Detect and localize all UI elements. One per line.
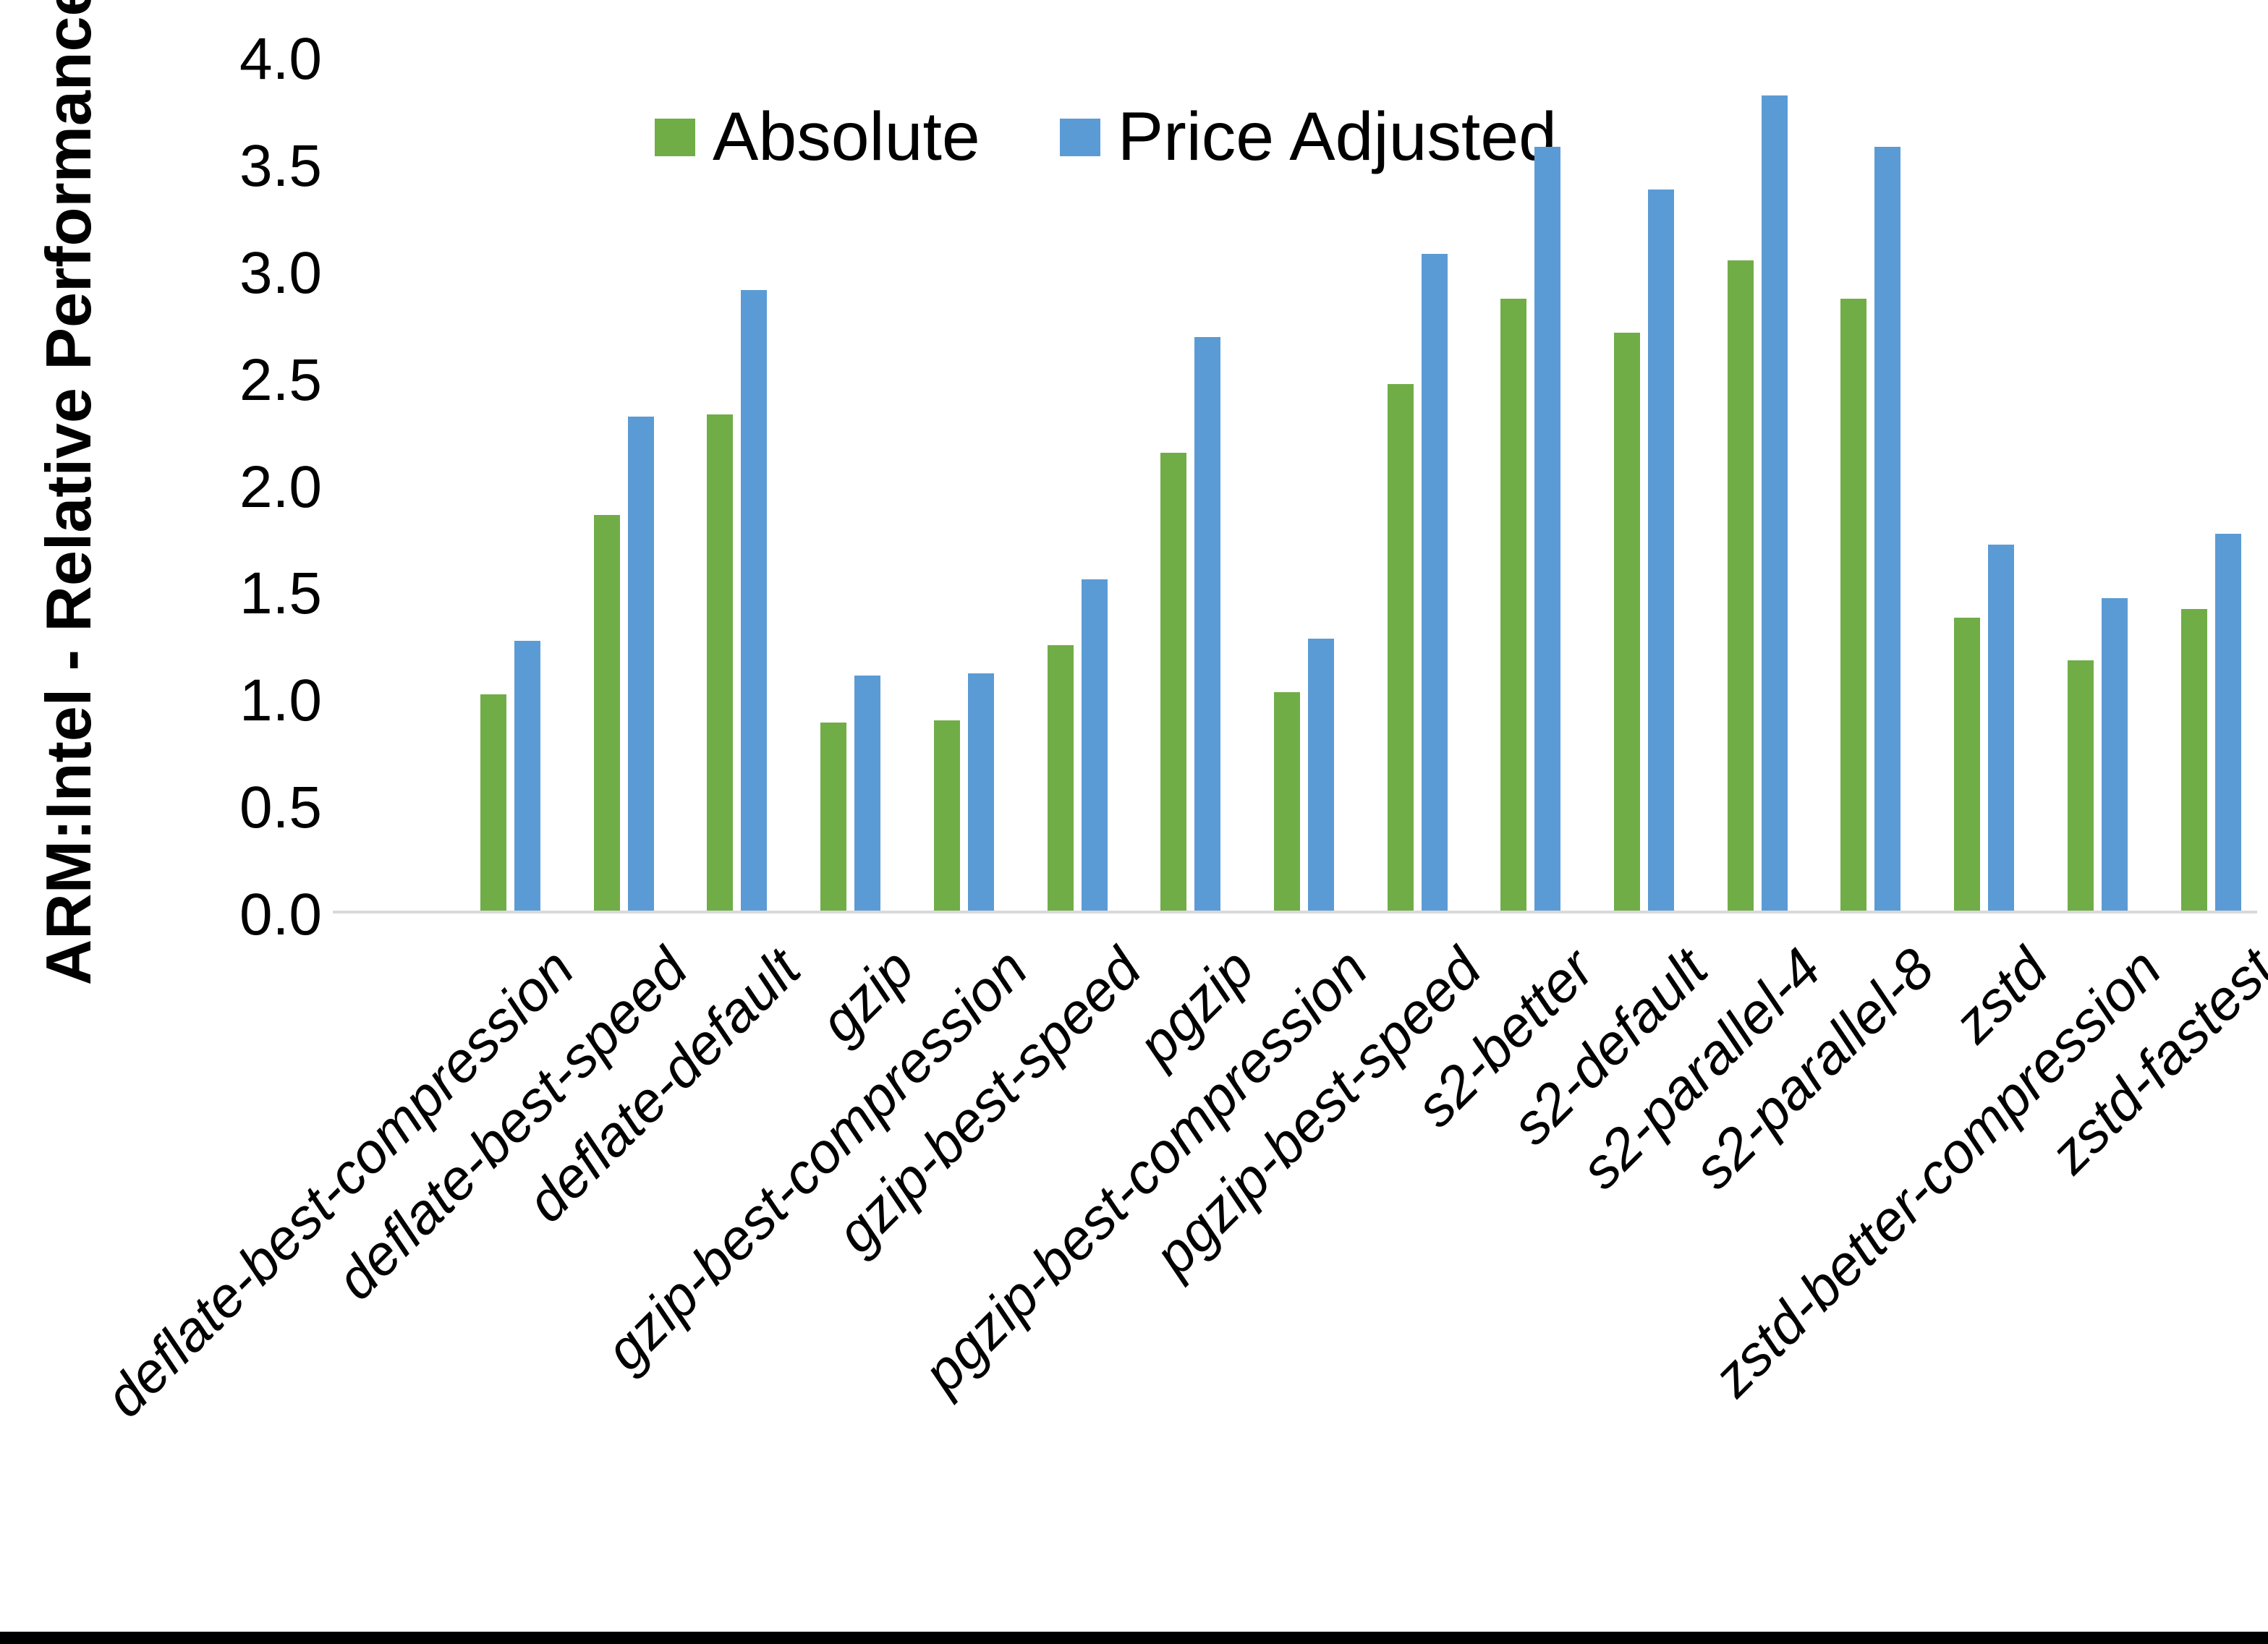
bar-price-adjusted-s2-better: [1534, 147, 1561, 911]
bar-price-adjusted-gzip-best-compression: [967, 673, 994, 911]
bar-price-adjusted-s2-parallel-4: [1761, 95, 1788, 911]
bar-price-adjusted-zstd-fastest: [2214, 534, 2241, 911]
bar-absolute-deflate-best-compression: [480, 694, 506, 911]
bar-absolute-zstd: [1954, 618, 1981, 911]
bar-price-adjusted-zstd: [1988, 545, 2015, 911]
bar-absolute-gzip-best-compression: [933, 720, 960, 911]
legend-item-absolute: Absolute: [655, 103, 980, 171]
bar-price-adjusted-zstd-better-compression: [2101, 598, 2128, 911]
x-category-label-deflate-best-compression: deflate-best-compression: [93, 936, 586, 1429]
bar-absolute-deflate-best-speed: [593, 515, 620, 911]
bar-absolute-pgzip-best-speed: [1387, 384, 1414, 911]
legend-label-absolute: Absolute: [713, 98, 980, 175]
bar-absolute-gzip-best-speed: [1047, 645, 1074, 911]
bar-price-adjusted-deflate-best-compression: [514, 641, 540, 911]
y-tick-label: 1.0: [239, 668, 322, 734]
bar-absolute-s2-parallel-8: [1840, 299, 1867, 911]
bar-price-adjusted-gzip: [854, 676, 881, 911]
y-tick-label: 2.0: [239, 453, 322, 520]
y-tick-label: 3.5: [239, 132, 322, 199]
legend: Absolute Price Adjusted: [655, 103, 1557, 171]
bar-price-adjusted-pgzip-best-speed: [1421, 254, 1448, 911]
bar-price-adjusted-deflate-best-speed: [627, 417, 654, 911]
bar-price-adjusted-pgzip: [1194, 337, 1221, 911]
bar-absolute-pgzip: [1160, 453, 1187, 911]
bar-price-adjusted-deflate-default: [741, 290, 768, 911]
y-tick-label: 4.0: [239, 26, 322, 92]
y-tick-label: 1.5: [239, 561, 322, 627]
y-tick-label: 3.0: [239, 239, 322, 306]
bar-absolute-deflate-default: [707, 414, 734, 911]
y-tick-label: 0.0: [239, 882, 322, 947]
bar-absolute-s2-better: [1500, 299, 1527, 911]
bar-absolute-zstd-fastest: [2180, 609, 2207, 911]
bar-price-adjusted-pgzip-best-compression: [1307, 639, 1334, 911]
y-tick-label: 0.5: [239, 775, 322, 841]
bottom-border: [0, 1632, 2268, 1644]
bar-absolute-pgzip-best-compression: [1273, 692, 1300, 911]
y-tick-label: 2.5: [239, 346, 322, 413]
legend-item-price-adjusted: Price Adjusted: [1059, 98, 1557, 175]
bar-absolute-s2-default: [1614, 333, 1640, 911]
legend-swatch-price-adjusted: [1059, 118, 1100, 156]
legend-swatch-absolute: [655, 118, 695, 156]
bar-price-adjusted-s2-parallel-8: [1874, 147, 1901, 911]
bar-price-adjusted-s2-default: [1648, 189, 1674, 911]
bar-absolute-s2-parallel-4: [1727, 260, 1754, 911]
x-axis-line: [333, 911, 2257, 913]
bar-price-adjusted-gzip-best-speed: [1081, 579, 1108, 911]
bar-absolute-zstd-better-compression: [2067, 660, 2094, 911]
bar-absolute-gzip: [820, 723, 847, 911]
legend-label-price-adjusted: Price Adjusted: [1117, 98, 1557, 175]
